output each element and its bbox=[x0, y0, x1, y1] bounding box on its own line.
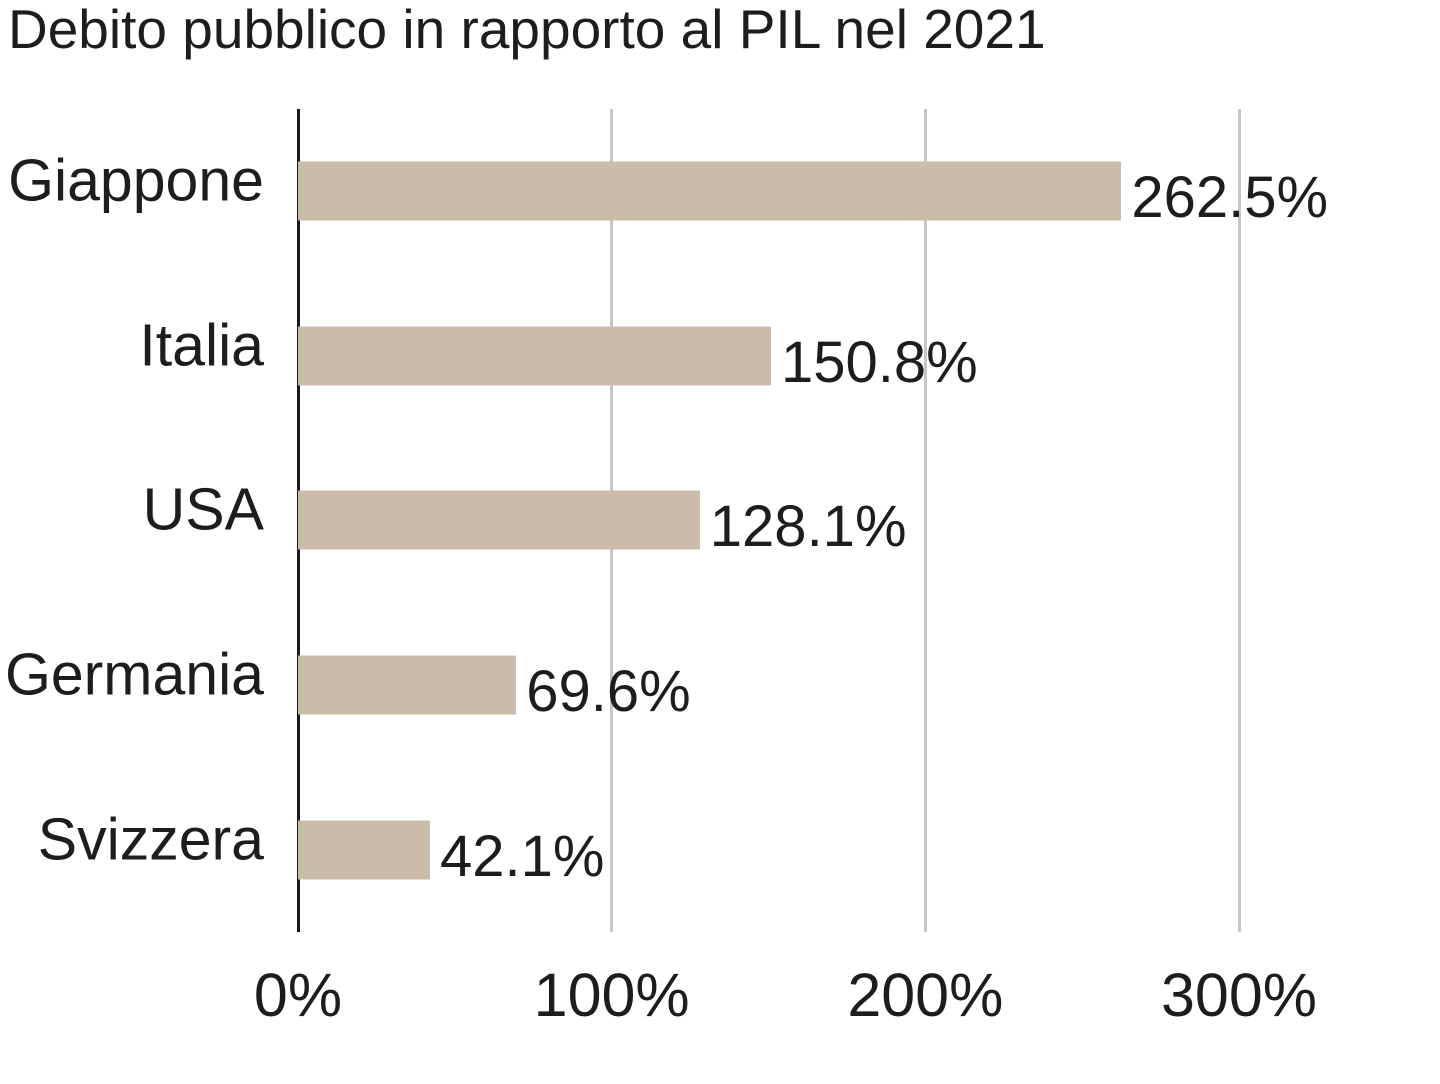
bar bbox=[298, 820, 431, 880]
x-tick-label: 0% bbox=[253, 961, 343, 1029]
bar-row: Germania 69.6% bbox=[5, 603, 1440, 768]
value-label: 69.6% bbox=[526, 659, 691, 725]
bar-row: Italia 150.8% bbox=[139, 274, 1440, 439]
bar bbox=[298, 161, 1122, 221]
bar bbox=[298, 655, 517, 715]
value-label: 128.1% bbox=[709, 494, 907, 560]
bar bbox=[298, 326, 771, 386]
bar-rows-layer: Giappone 262.5% Italia 150.8% USA 128.1% Germa… bbox=[5, 109, 1440, 932]
x-axis-tick-labels: 0% 100% 200% 300% bbox=[0, 965, 1440, 1035]
category-label: Giappone bbox=[8, 147, 264, 214]
category-label: Germania bbox=[4, 641, 264, 708]
value-label: 42.1% bbox=[440, 823, 605, 889]
bar bbox=[298, 490, 700, 550]
x-tick-label: 200% bbox=[847, 961, 1004, 1029]
category-label: Italia bbox=[139, 312, 264, 379]
value-label: 262.5% bbox=[1131, 165, 1329, 231]
x-tick-label: 300% bbox=[1160, 961, 1318, 1029]
category-label: USA bbox=[142, 476, 264, 543]
category-label: Svizzera bbox=[37, 806, 264, 873]
bar-row: USA 128.1% bbox=[143, 438, 1440, 603]
value-label: 150.8% bbox=[781, 329, 978, 395]
bar-row: Giappone 262.5% bbox=[8, 109, 1440, 274]
chart-title: Debito pubblico in rapporto al PIL nel 2… bbox=[8, 0, 1046, 60]
plot-area: Giappone 262.5% Italia 150.8% USA 128.1% Germa… bbox=[5, 109, 1440, 932]
x-tick-label: 100% bbox=[533, 961, 690, 1029]
gridline bbox=[923, 109, 927, 932]
gridline bbox=[1237, 109, 1241, 932]
bar-row: Svizzera 42.1% bbox=[38, 767, 1440, 932]
